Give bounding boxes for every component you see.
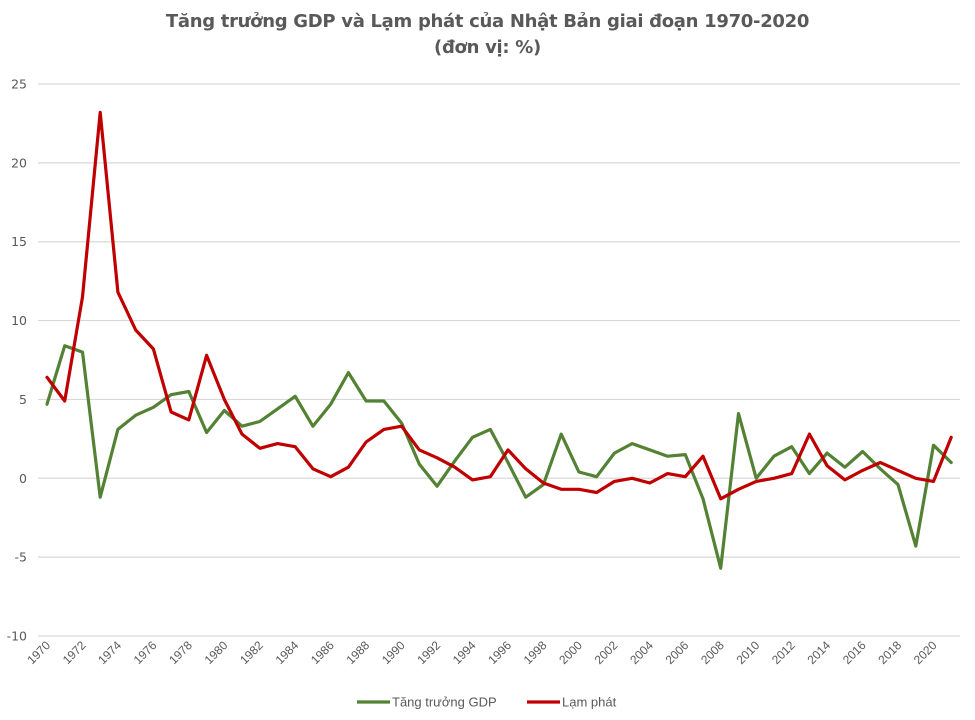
series-line-0 bbox=[45, 344, 953, 570]
y-tick-label: -10 bbox=[7, 629, 27, 644]
x-tick-label: 1988 bbox=[343, 638, 372, 667]
series-lines bbox=[45, 110, 953, 570]
x-tick-label: 2006 bbox=[663, 638, 692, 667]
x-tick-label: 1990 bbox=[379, 638, 408, 667]
y-tick-label: 15 bbox=[11, 234, 27, 249]
y-axis: 25 20 15 10 5 0 -5 -10 bbox=[7, 77, 27, 644]
x-tick-label: 2014 bbox=[804, 638, 833, 667]
x-tick-label: 1976 bbox=[131, 638, 160, 667]
x-tick-label: 2000 bbox=[556, 638, 585, 667]
series-points-1 bbox=[46, 112, 952, 499]
series-line-1 bbox=[45, 110, 953, 501]
x-tick-label: 1998 bbox=[521, 638, 550, 667]
chart-subtitle: (đơn vị: %) bbox=[434, 37, 541, 58]
legend-item: Tăng trưởng GDP bbox=[357, 695, 497, 710]
x-tick-label: 2004 bbox=[627, 638, 656, 667]
x-tick-label: 1978 bbox=[166, 638, 195, 667]
x-tick-label: 1982 bbox=[237, 638, 266, 667]
x-tick-label: 1970 bbox=[24, 638, 53, 667]
x-axis: 1970 1972 1974 1976 1978 1980 1982 1984 1986 1988… bbox=[24, 638, 940, 667]
legend-label: Lạm phát bbox=[562, 695, 617, 710]
x-tick-label: 2018 bbox=[875, 638, 904, 667]
x-tick-label: 2016 bbox=[840, 638, 869, 667]
y-tick-label: 20 bbox=[11, 155, 27, 170]
x-tick-label: 1994 bbox=[450, 638, 479, 667]
x-tick-label: 1992 bbox=[414, 638, 443, 667]
y-tick-label: 25 bbox=[11, 77, 27, 92]
x-tick-label: 2010 bbox=[734, 638, 763, 667]
x-tick-label: 1986 bbox=[308, 638, 337, 667]
x-tick-label: 1996 bbox=[485, 638, 514, 667]
x-tick-label: 1972 bbox=[60, 638, 89, 667]
x-tick-label: 1984 bbox=[273, 638, 302, 667]
chart-title: Tăng trưởng GDP và Lạm phát của Nhật Bản… bbox=[0, 9, 975, 61]
x-tick-label: 2002 bbox=[592, 638, 621, 667]
x-tick-label: 2008 bbox=[698, 638, 727, 667]
legend-label: Tăng trưởng GDP bbox=[392, 695, 497, 710]
x-tick-label: 1974 bbox=[95, 638, 124, 667]
legend-item: Lạm phát bbox=[527, 695, 617, 710]
y-tick-label: 5 bbox=[19, 392, 27, 407]
series-points-0 bbox=[46, 345, 952, 569]
x-tick-label: 2012 bbox=[769, 638, 798, 667]
chart-title-line: Tăng trưởng GDP và Lạm phát của Nhật Bản… bbox=[165, 11, 810, 32]
x-tick-label: 1980 bbox=[202, 638, 231, 667]
y-tick-label: 10 bbox=[11, 313, 27, 328]
y-tick-label: -5 bbox=[15, 550, 27, 565]
y-tick-label: 0 bbox=[19, 471, 27, 486]
x-tick-label: 2020 bbox=[911, 638, 940, 667]
legend: Tăng trưởng GDP Lạm phát bbox=[357, 695, 617, 710]
gridlines bbox=[38, 83, 960, 637]
